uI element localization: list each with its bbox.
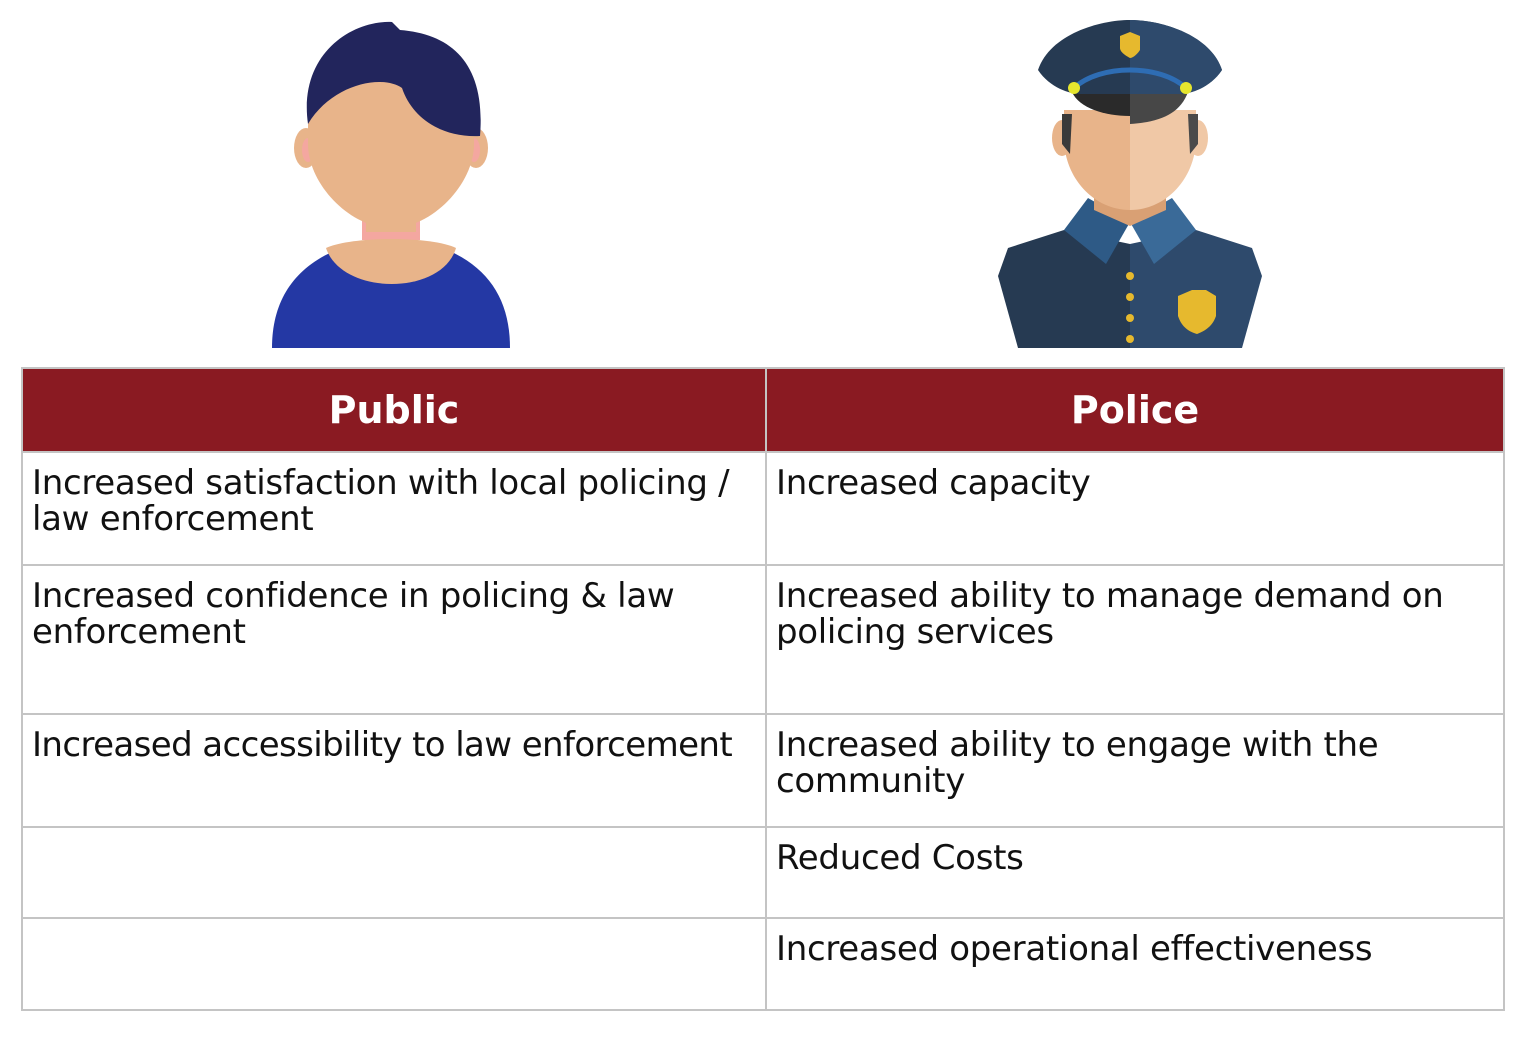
police-officer-icon [990, 14, 1270, 350]
table-row: Increased satisfaction with local polici… [21, 451, 1505, 566]
table-row: Increased accessibility to law enforceme… [21, 713, 1505, 828]
public-cell [21, 917, 767, 1011]
table-row: Increased operational effectiveness [21, 917, 1505, 1011]
public-cell: Increased satisfaction with local polici… [21, 451, 767, 566]
person-icon [262, 14, 522, 350]
table-row: Reduced Costs [21, 826, 1505, 919]
police-cell: Increased capacity [765, 451, 1505, 566]
public-cell [21, 826, 767, 919]
police-cell: Increased ability to manage demand on po… [765, 564, 1505, 715]
header-police: Police [765, 367, 1505, 453]
benefits-table: Public Police Increased satisfaction wit… [21, 367, 1505, 1011]
police-cell: Increased operational effectiveness [765, 917, 1505, 1011]
public-cell: Increased confidence in policing & law e… [21, 564, 767, 715]
police-cell: Reduced Costs [765, 826, 1505, 919]
police-cell: Increased ability to engage with the com… [765, 713, 1505, 828]
table-row: Increased confidence in policing & law e… [21, 564, 1505, 715]
table-header-row: Public Police [21, 367, 1505, 453]
header-public: Public [21, 367, 767, 453]
public-cell: Increased accessibility to law enforceme… [21, 713, 767, 828]
